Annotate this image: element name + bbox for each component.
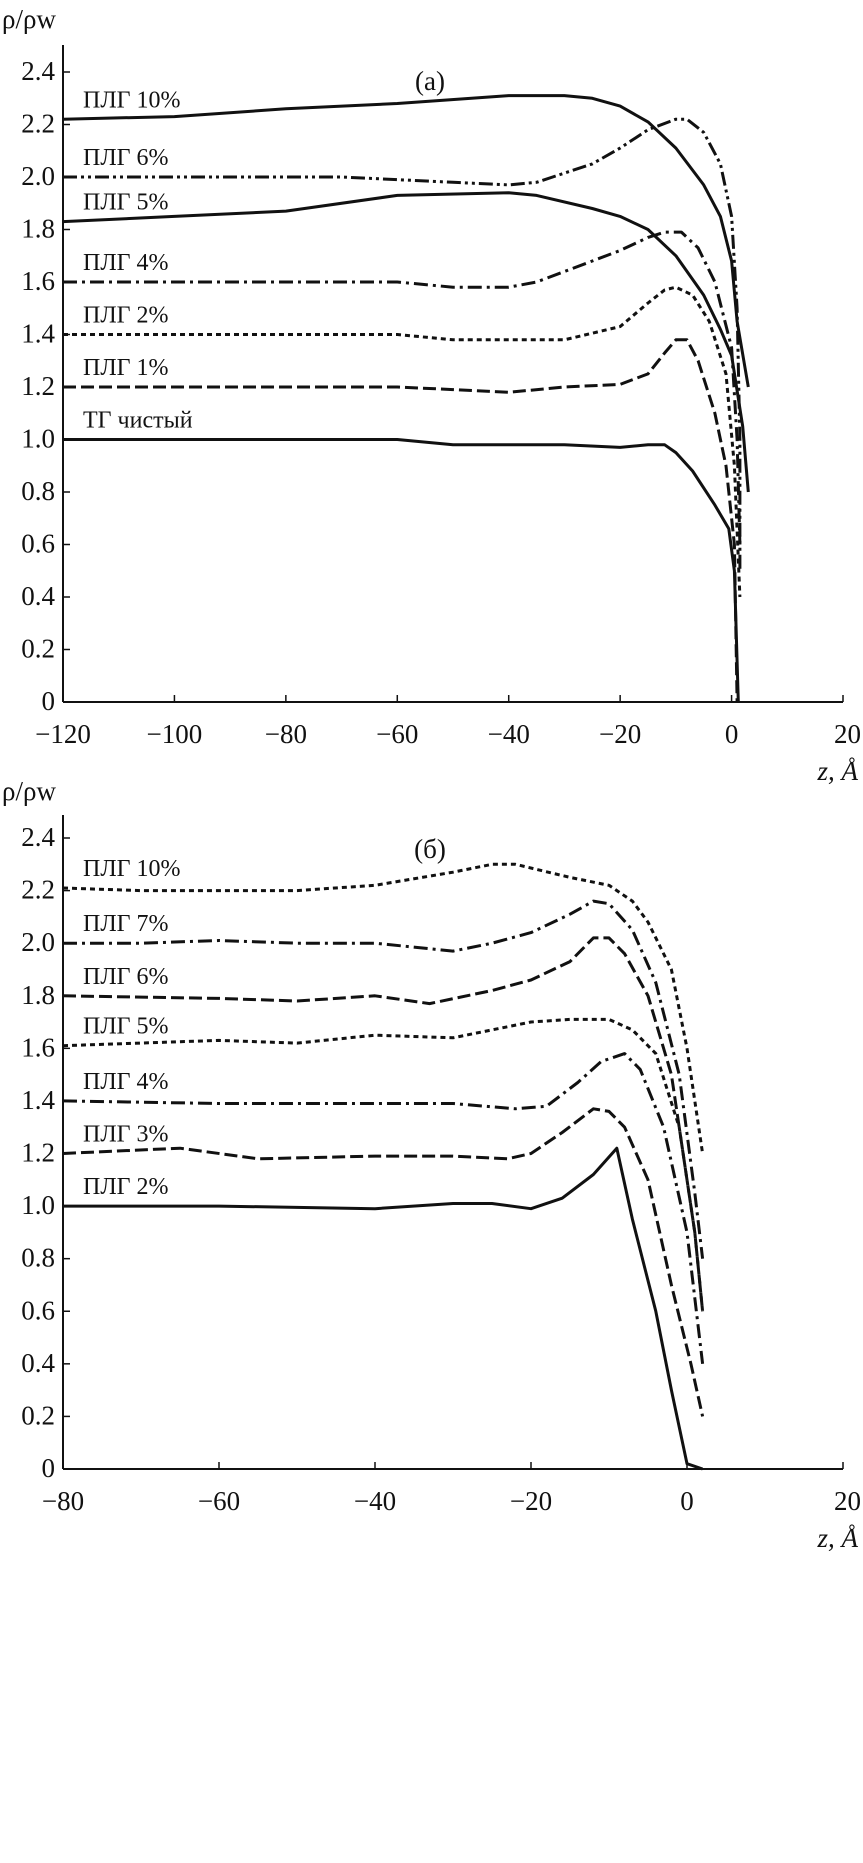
- x-tick-label: −40: [488, 719, 530, 749]
- series-line: [62, 1107, 705, 1417]
- y-tick-label: 2.0: [21, 927, 55, 957]
- x-axis-label: z, Å: [817, 1523, 859, 1553]
- x-tick-label: −60: [376, 719, 418, 749]
- series-label: ПЛГ 10%: [83, 856, 180, 882]
- series-line: [62, 1052, 705, 1364]
- y-tick-label: 1.0: [21, 1190, 55, 1220]
- panel-title: (б): [414, 834, 446, 864]
- x-axis-label: z, Å: [817, 756, 859, 786]
- y-tick-label: 1.6: [21, 266, 55, 296]
- series-label: ПЛГ 6%: [83, 964, 168, 990]
- panel-a: 0 0.2 0.4 0.6 0.8 1.0 1.2 1.4 1.6 1.8 2.0 2.2 2.4 −12…: [2, 4, 861, 786]
- series-label: ПЛГ 2%: [83, 1174, 168, 1200]
- series-label: ПЛГ 6%: [83, 145, 168, 171]
- series-label: ПЛГ 5%: [83, 190, 168, 216]
- y-tick-label: 1.0: [21, 424, 55, 454]
- series-line: [63, 117, 742, 571]
- y-tick-label: 0.6: [21, 1295, 55, 1325]
- y-tick-label: 0.4: [21, 1348, 55, 1378]
- y-tick-label: 0.8: [21, 476, 55, 506]
- y-tick-label: 0.2: [21, 634, 55, 664]
- series-label: ПЛГ 4%: [83, 1069, 168, 1095]
- y-tick-label: 1.4: [21, 1085, 55, 1115]
- x-tick-label: −20: [510, 1486, 552, 1516]
- series-label: ПЛГ 7%: [83, 911, 168, 937]
- panel-title: (а): [415, 66, 445, 96]
- series-line: [63, 438, 740, 703]
- y-tick-label: 1.8: [21, 980, 55, 1010]
- series-line: [62, 862, 705, 1154]
- y-tick-label: 0.6: [21, 529, 55, 559]
- y-tick-label: 2.2: [21, 875, 55, 905]
- series-line: [63, 230, 742, 545]
- x-tick-label: 20: [834, 719, 861, 749]
- series-label: ПЛГ 5%: [83, 1014, 168, 1040]
- y-axis-label: ρ/ρw: [2, 776, 56, 806]
- x-tick-label: −120: [35, 719, 91, 749]
- y-tick-label: 0.8: [21, 1243, 55, 1273]
- y-tick-label: 1.2: [21, 1138, 55, 1168]
- series-label: ПЛГ 2%: [83, 303, 168, 329]
- series-line: [62, 936, 705, 1312]
- x-tick-label: −80: [265, 719, 307, 749]
- x-tick-label: 0: [725, 719, 739, 749]
- series-label: ТГ чистый: [83, 408, 193, 434]
- x-tick-label: −40: [354, 1486, 396, 1516]
- x-tick-label: −60: [198, 1486, 240, 1516]
- series-line: [62, 191, 750, 493]
- y-tick-label: 0.2: [21, 1400, 55, 1430]
- series-label: ПЛГ 10%: [83, 87, 180, 113]
- series-line: [63, 899, 705, 1259]
- y-axis-label: ρ/ρw: [2, 4, 56, 34]
- series-line: [63, 1146, 704, 1471]
- panel-b: 0 0.2 0.4 0.6 0.8 1.0 1.2 1.4 1.6 1.8 2.0 2.2 2.4 −80…: [2, 776, 861, 1553]
- series-line: [63, 338, 739, 703]
- y-tick-label: 0: [42, 1453, 56, 1483]
- y-tick-label: 0.4: [21, 581, 55, 611]
- series-label: ПЛГ 1%: [83, 355, 168, 381]
- x-tick-label: −20: [599, 719, 641, 749]
- series-line: [63, 285, 742, 598]
- series-line: [62, 94, 750, 388]
- x-tick-label: −80: [42, 1486, 84, 1516]
- y-tick-label: 2.4: [21, 822, 55, 852]
- x-tick-label: 0: [680, 1486, 694, 1516]
- y-tick-label: 0: [42, 686, 56, 716]
- y-tick-label: 2.2: [21, 109, 55, 139]
- y-tick-label: 1.4: [21, 319, 55, 349]
- y-tick-label: 2.4: [21, 56, 55, 86]
- x-tick-label: −100: [147, 719, 203, 749]
- series-label: ПЛГ 3%: [83, 1122, 168, 1148]
- y-tick-label: 1.6: [21, 1032, 55, 1062]
- series-label: ПЛГ 4%: [83, 250, 168, 276]
- y-tick-label: 1.2: [21, 371, 55, 401]
- series-line: [62, 1017, 705, 1312]
- y-tick-label: 2.0: [21, 161, 55, 191]
- x-tick-label: 20: [834, 1486, 861, 1516]
- y-tick-label: 1.8: [21, 214, 55, 244]
